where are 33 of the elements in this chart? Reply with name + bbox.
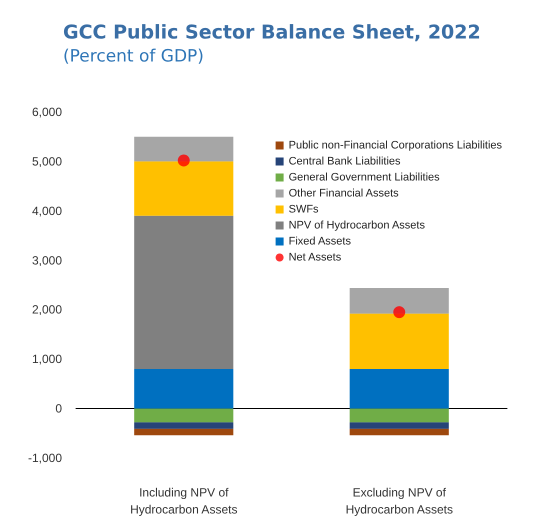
y-tick-label: 4,000 — [32, 204, 62, 218]
legend-label: NPV of Hydrocarbon Assets — [288, 220, 426, 232]
legend-label: Other Financial Assets — [288, 188, 400, 200]
legend-label: Net Assets — [288, 252, 342, 264]
y-tick-label: 1,000 — [32, 352, 62, 366]
y-tick-label: 3,000 — [32, 253, 62, 268]
bar — [134, 422, 234, 429]
legend-label: Public non-Financial Corporations Liabilities — [288, 140, 502, 152]
chart-title: GCC Public Sector Balance Sheet, 2022 — [63, 22, 481, 44]
chart-subtitle: (Percent of GDP) — [63, 46, 204, 66]
y-tick-label: 5,000 — [32, 154, 62, 168]
legend-label: Fixed Assets — [288, 236, 352, 248]
bar — [134, 136, 234, 162]
bar — [350, 428, 449, 436]
y-tick-label: 6,000 — [32, 105, 62, 119]
x-tick-label: Including NPV of Hydrocarbon Assets — [130, 486, 238, 516]
bar — [350, 369, 449, 409]
bar — [134, 408, 234, 422]
legend-label: SWFs — [288, 204, 320, 216]
x-tick-label: Excluding NPV of Hydrocarbon Assets — [346, 486, 453, 516]
y-tick-label: -1,000 — [28, 451, 62, 465]
bar — [134, 216, 234, 370]
bar — [134, 428, 234, 436]
bar — [134, 369, 234, 409]
bar — [350, 422, 449, 429]
legend-label: Central Bank Liabilities — [288, 156, 401, 168]
y-tick-label: 2,000 — [32, 302, 62, 317]
bar — [350, 314, 449, 370]
bar — [350, 408, 449, 422]
legend-label: General Government Liabilities — [288, 172, 440, 184]
bar — [350, 288, 449, 314]
bar — [134, 161, 234, 216]
y-tick-label: 0 — [55, 402, 62, 416]
